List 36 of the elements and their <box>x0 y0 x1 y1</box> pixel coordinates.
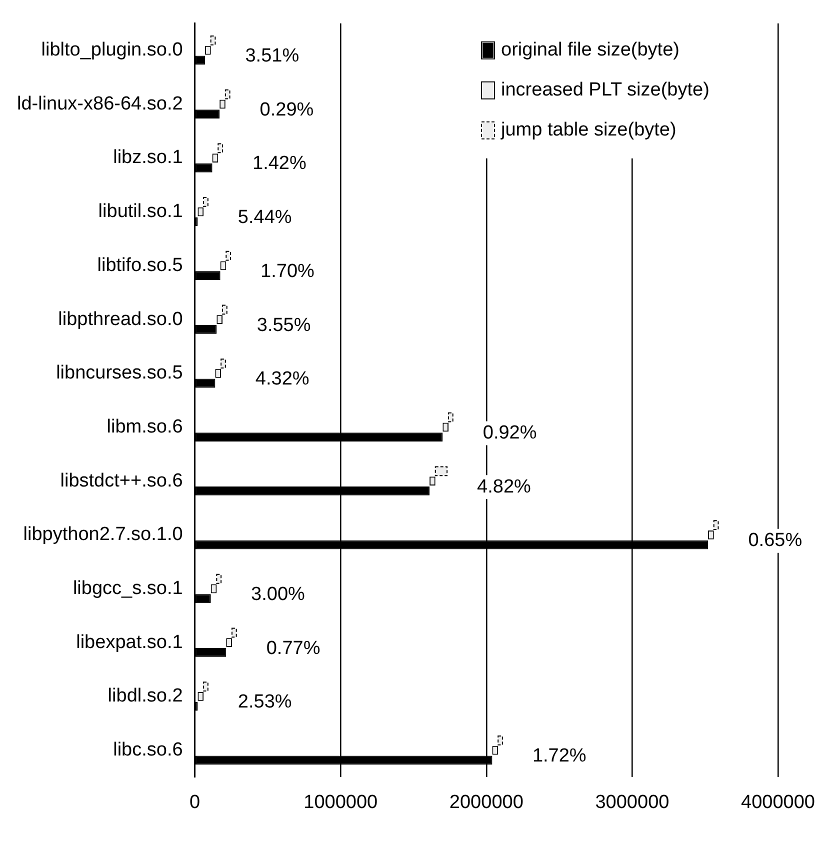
y-tick-label: libdl.so.2 <box>108 686 183 707</box>
x-tick-label: 0 <box>190 792 200 813</box>
annotation: 0.65% <box>748 530 802 552</box>
y-tick-label: libz.so.1 <box>113 147 183 168</box>
annotation: 0.77% <box>266 638 320 659</box>
y-tick-label: ld-linux-x86-64.so.2 <box>16 93 183 114</box>
annotation: 5.44% <box>238 207 292 228</box>
y-tick-label: libtifo.so.5 <box>97 254 183 276</box>
annotation: 3.00% <box>251 584 306 605</box>
annotation: 1.42% <box>252 153 306 174</box>
y-tick-label: libexpat.so.1 <box>76 632 183 653</box>
annotation: 2.53% <box>238 692 292 713</box>
annotation: 0.92% <box>482 422 537 444</box>
y-tick-label: libstdct++.so.6 <box>60 470 183 492</box>
annotation: 4.82% <box>477 476 532 498</box>
annotation: 3.55% <box>256 314 311 336</box>
x-tick-label: 3000000 <box>595 792 670 813</box>
y-tick-label: libpthread.so.0 <box>58 308 183 330</box>
annotation: 0.29% <box>260 99 314 120</box>
annotation: 1.70% <box>260 260 315 282</box>
legend-label: jump table size(byte) <box>500 120 676 141</box>
x-tick-label: 2000000 <box>449 792 524 813</box>
x-tick-label: 4000000 <box>741 792 815 813</box>
y-tick-label: libpython2.7.so.1.0 <box>23 524 183 546</box>
annotation: 4.32% <box>255 368 310 390</box>
x-tick-label: 1000000 <box>304 792 378 813</box>
annotation: 1.72% <box>532 746 586 767</box>
y-tick-label: libc.so.6 <box>113 740 183 761</box>
y-tick-label: libm.so.6 <box>106 416 183 438</box>
annotation: 3.51% <box>245 46 300 67</box>
y-tick-label: libutil.so.1 <box>98 201 183 222</box>
legend-label: increased PLT size(byte) <box>501 80 710 101</box>
y-tick-label: libgcc_s.so.1 <box>72 578 183 599</box>
y-tick-label: libncurses.so.5 <box>56 362 183 384</box>
y-tick-label: liblto_plugin.so.0 <box>41 40 183 61</box>
legend-label: original file size(byte) <box>501 40 680 61</box>
